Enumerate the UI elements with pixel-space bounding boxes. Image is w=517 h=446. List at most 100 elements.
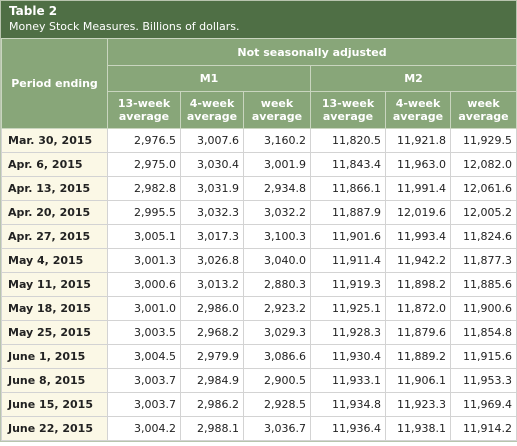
value-cell: 11,887.9 (310, 200, 386, 225)
value-cell: 3,007.6 (180, 128, 244, 153)
table-row: Apr. 6, 2015 2,975.0 3,030.4 3,001.9 11,843.… (1, 152, 517, 177)
value-cell: 3,100.3 (243, 224, 311, 249)
value-cell: 12,019.6 (385, 200, 451, 225)
period-cell: June 8, 2015 (1, 368, 108, 393)
value-cell: 2,968.2 (180, 320, 244, 345)
value-cell: 11,933.1 (310, 368, 386, 393)
period-cell: Apr. 27, 2015 (1, 224, 108, 249)
value-cell: 2,928.5 (243, 392, 311, 417)
value-cell: 11,919.3 (310, 272, 386, 297)
value-cell: 11,928.3 (310, 320, 386, 345)
value-cell: 11,993.4 (385, 224, 451, 249)
column-header: 13-week average (310, 91, 386, 129)
value-cell: 11,938.1 (385, 416, 451, 441)
column-header: 4-week average (180, 91, 244, 129)
value-cell: 2,986.2 (180, 392, 244, 417)
value-cell: 11,872.0 (385, 296, 451, 321)
value-cell: 3,003.7 (107, 392, 181, 417)
period-cell: June 1, 2015 (1, 344, 108, 369)
period-header: Period ending (1, 38, 108, 129)
value-cell: 2,982.8 (107, 176, 181, 201)
value-cell: 2,995.5 (107, 200, 181, 225)
period-cell: May 18, 2015 (1, 296, 108, 321)
table-row: June 1, 2015 3,004.5 2,979.9 3,086.6 11,930.… (1, 344, 517, 369)
value-cell: 2,934.8 (243, 176, 311, 201)
value-cell: 2,984.9 (180, 368, 244, 393)
table-row: Mar. 30, 2015 2,976.5 3,007.6 3,160.2 11,820… (1, 128, 517, 153)
column-header: 13-week average (107, 91, 181, 129)
table-row: May 4, 2015 3,001.3 3,026.8 3,040.0 11,911.4… (1, 248, 517, 273)
value-cell: 12,082.0 (449, 152, 517, 177)
value-cell: 11,885.6 (449, 272, 517, 297)
period-cell: Apr. 20, 2015 (1, 200, 108, 225)
group-label: M1 (107, 65, 311, 92)
value-cell: 2,880.3 (243, 272, 311, 297)
value-cell: 11,991.4 (385, 176, 451, 201)
value-cell: 12,061.6 (449, 176, 517, 201)
value-cell: 2,986.0 (180, 296, 244, 321)
value-cell: 2,923.2 (243, 296, 311, 321)
table-row: Apr. 27, 2015 3,005.1 3,017.3 3,100.3 11,901… (1, 224, 517, 249)
value-cell: 3,032.2 (243, 200, 311, 225)
data-table: Period ending Not seasonally adjusted M1… (1, 38, 517, 441)
value-cell: 11,930.4 (310, 344, 386, 369)
column-header: week average (449, 91, 517, 129)
period-cell: Apr. 6, 2015 (1, 152, 108, 177)
group-label: M2 (309, 65, 517, 92)
value-cell: 11,934.8 (310, 392, 386, 417)
value-cell: 11,936.4 (310, 416, 386, 441)
value-cell: 2,900.5 (243, 368, 311, 393)
value-cell: 3,031.9 (180, 176, 244, 201)
value-cell: 3,000.6 (107, 272, 181, 297)
value-cell: 2,975.0 (107, 152, 181, 177)
value-cell: 3,003.7 (107, 368, 181, 393)
value-cell: 11,900.6 (449, 296, 517, 321)
period-cell: Apr. 13, 2015 (1, 176, 108, 201)
period-cell: June 22, 2015 (1, 416, 108, 441)
value-cell: 11,915.6 (449, 344, 517, 369)
value-cell: 11,963.0 (385, 152, 451, 177)
value-cell: 11,942.2 (385, 248, 451, 273)
value-cell: 11,923.3 (385, 392, 451, 417)
column-header: 4-week average (385, 91, 451, 129)
value-cell: 2,988.1 (180, 416, 244, 441)
value-cell: 3,086.6 (243, 344, 311, 369)
value-cell: 3,004.2 (107, 416, 181, 441)
value-cell: 3,030.4 (180, 152, 244, 177)
table-row: May 25, 2015 3,003.5 2,968.2 3,029.3 11,928.… (1, 320, 517, 345)
value-cell: 3,160.2 (243, 128, 311, 153)
column-header: week average (243, 91, 311, 129)
value-cell: 11,854.8 (449, 320, 517, 345)
table-row: June 15, 2015 3,003.7 2,986.2 2,928.5 11,934… (1, 392, 517, 417)
table-subtitle: Money Stock Measures. Billions of dollar… (9, 20, 240, 33)
group-header: Not seasonally adjusted (106, 38, 517, 66)
value-cell: 3,026.8 (180, 248, 244, 273)
period-cell: May 11, 2015 (1, 272, 108, 297)
value-cell: 3,040.0 (243, 248, 311, 273)
value-cell: 11,866.1 (310, 176, 386, 201)
value-cell: 11,824.6 (449, 224, 517, 249)
value-cell: 3,036.7 (243, 416, 311, 441)
table-title: Table 2 (9, 4, 58, 18)
value-cell: 3,004.5 (107, 344, 181, 369)
value-cell: 3,013.2 (180, 272, 244, 297)
value-cell: 11,898.2 (385, 272, 451, 297)
value-cell: 3,005.1 (107, 224, 181, 249)
table-row: May 11, 2015 3,000.6 3,013.2 2,880.3 11,919.… (1, 272, 517, 297)
table-row: May 18, 2015 3,001.0 2,986.0 2,923.2 11,925.… (1, 296, 517, 321)
value-cell: 11,877.3 (449, 248, 517, 273)
table-row: Apr. 13, 2015 2,982.8 3,031.9 2,934.8 11,866… (1, 176, 517, 201)
value-cell: 3,032.3 (180, 200, 244, 225)
value-cell: 11,969.4 (449, 392, 517, 417)
value-cell: 3,001.9 (243, 152, 311, 177)
value-cell: 11,921.8 (385, 128, 451, 153)
title-bar: Table 2 Money Stock Measures. Billions o… (1, 1, 516, 38)
value-cell: 3,017.3 (180, 224, 244, 249)
table-row: June 22, 2015 3,004.2 2,988.1 3,036.7 11,936… (1, 416, 517, 441)
value-cell: 11,911.4 (310, 248, 386, 273)
table-row: June 8, 2015 3,003.7 2,984.9 2,900.5 11,933.… (1, 368, 517, 393)
period-cell: May 4, 2015 (1, 248, 108, 273)
value-cell: 12,005.2 (449, 200, 517, 225)
period-cell: Mar. 30, 2015 (1, 128, 108, 153)
